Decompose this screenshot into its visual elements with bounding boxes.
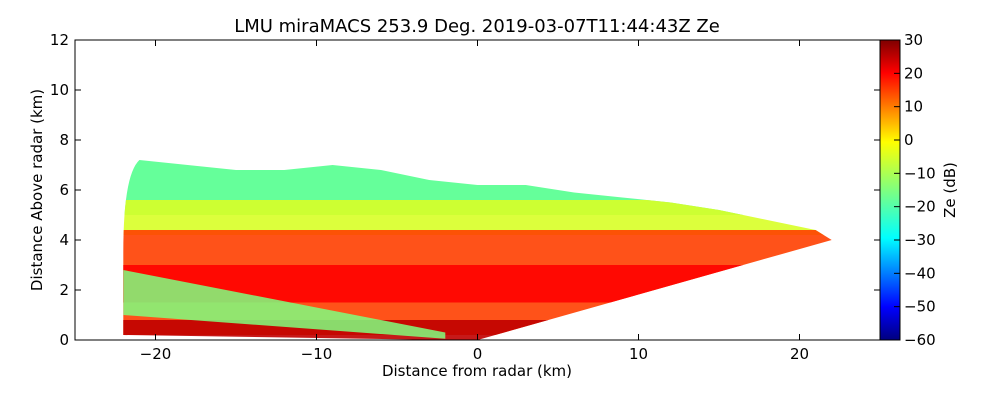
echo-body — [123, 160, 832, 340]
x-tick-label: −10 — [301, 345, 333, 363]
y-axis: 0 2 4 6 8 10 12 — [50, 31, 880, 349]
colorbar-tick-label: −20 — [904, 198, 936, 216]
x-tick-label: 20 — [790, 345, 809, 363]
radar-echo — [123, 160, 832, 340]
colorbar-tick-label: 20 — [904, 64, 923, 82]
colorbar-tick-label: −40 — [904, 264, 936, 282]
y-tick-label: 6 — [59, 181, 69, 199]
colorbar-tick-label: 0 — [904, 131, 914, 149]
y-tick-label: 10 — [50, 81, 69, 99]
colorbar-tick-label: −50 — [904, 298, 936, 316]
colorbar-tick-label: −60 — [904, 331, 936, 349]
colorbar-tick-label: 10 — [904, 98, 923, 116]
colorbar: 30 20 10 0 −10 −20 −30 −40 −50 −60 Ze (dB) — [879, 31, 959, 349]
chart-title: LMU miraMACS 253.9 Deg. 2019-03-07T11:44… — [234, 16, 720, 37]
y-tick-label: 0 — [59, 331, 69, 349]
weak-echo-band — [123, 270, 446, 339]
x-tick-label: 0 — [473, 345, 483, 363]
y-tick-label: 2 — [59, 281, 69, 299]
colorbar-tick-label: −10 — [904, 164, 936, 182]
y-axis-label: Distance Above radar (km) — [28, 89, 46, 291]
colorbar-gradient — [879, 39, 901, 341]
y-tick-label: 4 — [59, 231, 69, 249]
colorbar-label: Ze (dB) — [941, 162, 959, 218]
x-axis: −20 −10 0 10 20 — [140, 40, 809, 363]
x-axis-label: Distance from radar (km) — [382, 362, 572, 380]
y-tick-label: 8 — [59, 131, 69, 149]
colorbar-tick-label: 30 — [904, 31, 923, 49]
colorbar-tick-label: −30 — [904, 231, 936, 249]
echo-layer-1 — [123, 200, 832, 235]
plot-area — [74, 39, 881, 341]
y-tick-label: 12 — [50, 31, 69, 49]
x-tick-label: −20 — [140, 345, 172, 363]
x-tick-label: 10 — [629, 345, 648, 363]
colorbar-ticks: 30 20 10 0 −10 −20 −30 −40 −50 −60 — [894, 31, 936, 349]
